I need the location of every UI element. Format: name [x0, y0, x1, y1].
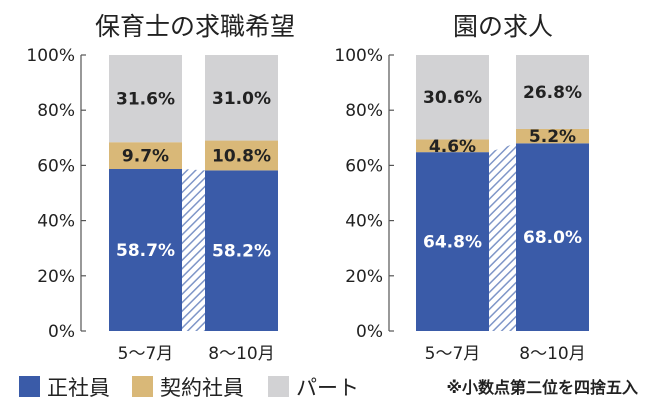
data-label-part: 31.6% — [116, 90, 175, 110]
data-label-regular: 68.0% — [523, 228, 582, 248]
legend: 正社員 契約社員 パート ※小数点第二位を四捨五入 — [19, 376, 638, 400]
bar-segment-regular — [416, 152, 489, 331]
y-tick-label: 80% — [37, 101, 75, 121]
data-label-regular: 64.8% — [423, 233, 482, 253]
bar-segment-contract — [109, 142, 182, 169]
chart-title: 園の求人 — [453, 12, 553, 41]
chart-childcare-job-seekers: 保育士の求職希望 0% 20% 40% 60% 80% 100% 58.7% 9.7% 31.6… — [26, 12, 295, 364]
y-tick-label: 0% — [356, 322, 383, 342]
legend-label-contract: 契約社員 — [160, 376, 244, 400]
data-label-contract: 4.6% — [429, 137, 476, 157]
y-tick-label: 80% — [345, 101, 383, 121]
data-label-contract: 10.8% — [212, 146, 271, 166]
y-tick-label: 100% — [26, 46, 75, 66]
data-label-contract: 9.7% — [122, 147, 169, 167]
data-label-part: 26.8% — [523, 83, 582, 103]
legend-swatch-regular — [19, 376, 40, 397]
y-tick-label: 100% — [334, 46, 383, 66]
legend-swatch-contract — [132, 376, 153, 397]
y-tick-label: 60% — [345, 156, 383, 176]
y-tick-label: 40% — [345, 212, 383, 232]
x-category-label: 5〜7月 — [425, 344, 481, 364]
bar-segment-regular — [516, 143, 589, 331]
bar-segment-contract — [416, 139, 489, 153]
y-tick-label: 20% — [37, 267, 75, 287]
bar-segment-part — [516, 55, 589, 129]
bar-segment-contract — [205, 140, 278, 171]
chart-nursery-job-openings: 園の求人 0% 20% 40% 60% 80% 100% 64.8% 4.6% 30.6% 5〜7… — [334, 12, 589, 364]
bar-segment-regular — [205, 170, 278, 331]
x-category-label: 8〜10月 — [208, 344, 274, 364]
bar-segment-part — [109, 55, 182, 143]
data-label-contract: 5.2% — [529, 127, 576, 147]
y-tick-label: 20% — [345, 267, 383, 287]
x-category-label: 5〜7月 — [118, 344, 174, 364]
bar-segment-part — [416, 55, 489, 140]
data-label-regular: 58.2% — [212, 242, 271, 262]
legend-label-part: パート — [296, 376, 359, 400]
data-label-part: 30.6% — [423, 88, 482, 108]
bar-segment-contract — [516, 128, 589, 144]
chart-title: 保育士の求職希望 — [95, 12, 295, 41]
bar-segment-regular — [109, 168, 182, 331]
x-category-label: 8〜10月 — [519, 344, 585, 364]
y-tick-label: 60% — [37, 156, 75, 176]
legend-swatch-part — [268, 376, 289, 397]
bar-segment-part — [205, 55, 278, 141]
data-label-part: 31.0% — [212, 89, 271, 109]
regular-change-connector — [182, 168, 205, 331]
legend-label-regular: 正社員 — [47, 376, 110, 400]
regular-change-connector — [489, 143, 516, 331]
rounding-note: ※小数点第二位を四捨五入 — [446, 378, 638, 397]
y-tick-label: 40% — [37, 212, 75, 232]
data-label-regular: 58.7% — [116, 241, 175, 261]
y-tick-label: 0% — [48, 322, 75, 342]
